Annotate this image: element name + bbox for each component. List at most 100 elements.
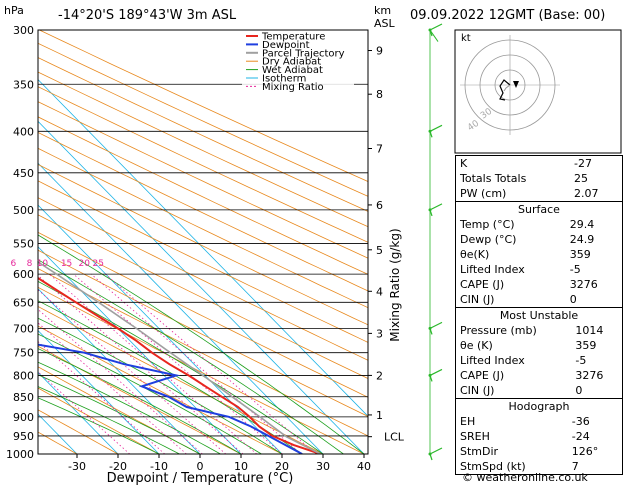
wet-adiabat-line xyxy=(38,333,262,454)
dry-adiabat-line xyxy=(38,57,368,212)
km-tick-label: 4 xyxy=(376,285,383,298)
surface-label: Temp (°C) xyxy=(460,218,515,231)
indices-box: K -27 Totals Totals 25 PW (cm) 2.07 Surface… xyxy=(455,155,623,475)
surface-label: Lifted Index xyxy=(460,263,525,276)
pressure-tick-label: 900 xyxy=(13,411,34,424)
hodo-value: 126° xyxy=(571,445,599,458)
legend-label: Dry Adiabat xyxy=(262,57,321,68)
legend-background xyxy=(242,31,354,91)
hodo-row: StmSpd (kt) 7 xyxy=(456,459,620,474)
mu-value: -5 xyxy=(575,354,587,367)
isotherm-line xyxy=(38,329,160,454)
km-tick-label: 2 xyxy=(376,369,383,382)
wind-barb xyxy=(429,203,443,211)
surface-row: θe(K) 359 xyxy=(456,247,620,262)
hodograph-frame xyxy=(454,29,622,154)
hodo-row: StmDir 126° xyxy=(456,444,620,459)
pressure-tick-label: 950 xyxy=(13,430,34,443)
hodo-row: EH -36 xyxy=(456,414,620,429)
wet-adiabat-line xyxy=(38,374,201,454)
dry-adiabat-line xyxy=(38,101,368,259)
temperature-line xyxy=(38,276,321,454)
wind-barbs xyxy=(428,23,443,461)
dry-adiabat-line xyxy=(38,387,160,454)
pressure-tick-label: 700 xyxy=(13,322,34,335)
mixing-ratio-line xyxy=(38,308,203,454)
x-axis-label: Dewpoint / Temperature (°C) xyxy=(107,471,294,486)
mu-label: θe (K) xyxy=(460,339,493,352)
wind-barb xyxy=(429,23,443,31)
dry-adiabat-line xyxy=(38,409,119,454)
surface-row: CAPE (J) 3276 xyxy=(456,277,620,292)
pressure-tick-label: 850 xyxy=(13,391,34,404)
mu-row: Pressure (mb) 1014 xyxy=(456,323,620,338)
pressure-tick-label: 550 xyxy=(13,237,34,250)
dry-adiabat-line xyxy=(38,42,368,197)
wind-barb xyxy=(429,368,443,376)
hodograph-trace-grey xyxy=(503,84,511,92)
wind-barb xyxy=(429,447,443,455)
index-label: Totals Totals xyxy=(460,172,527,185)
hodo-label: SREH xyxy=(460,430,490,443)
dewpoint-line xyxy=(38,343,303,454)
pressure-tick-label: 450 xyxy=(13,167,34,180)
dry-adiabat-line xyxy=(38,268,368,437)
surface-label: θe(K) xyxy=(460,248,490,261)
x-tick-label: 0 xyxy=(197,460,204,473)
dry-adiabat-line xyxy=(38,86,368,243)
hodo-value: -24 xyxy=(571,430,590,443)
pressure-tick-label: 300 xyxy=(13,24,34,37)
mixing-ratio-label: 8 xyxy=(27,259,33,269)
x-tick-label: -10 xyxy=(150,460,168,473)
index-label: PW (cm) xyxy=(460,187,507,200)
x-tick-label: 30 xyxy=(316,460,330,473)
mu-value: 1014 xyxy=(575,324,604,337)
dry-adiabat-line xyxy=(38,131,368,292)
mixing-ratio-line xyxy=(38,289,227,454)
dry-adiabat-line xyxy=(38,306,324,454)
wet-adiabat-line xyxy=(38,234,365,454)
footer-credit[interactable]: © weatheronline.co.uk xyxy=(462,471,588,484)
mixing-ratio-label: 10 xyxy=(37,259,49,269)
surface-label: CAPE (J) xyxy=(460,278,505,291)
datetime-header: 09.09.2022 12GMT (Base: 00) xyxy=(410,8,606,23)
storm-motion-marker xyxy=(513,81,519,88)
wet-adiabat-line xyxy=(38,348,242,454)
surface-label: Dewp (°C) xyxy=(460,233,517,246)
index-label: K xyxy=(460,157,468,170)
km-tick-label: 3 xyxy=(376,327,383,340)
legend-label: Isotherm xyxy=(262,74,306,85)
isotherm-line xyxy=(38,371,119,454)
pressure-tick-label: 750 xyxy=(13,347,34,360)
most-unstable-table: Pressure (mb) 1014 θe (K) 359 Lifted Index… xyxy=(456,323,620,398)
surface-title: Surface xyxy=(518,203,560,216)
index-row: K -27 xyxy=(456,156,620,171)
mixing-ratio-label: 25 xyxy=(93,259,104,269)
x-tick-label: 40 xyxy=(357,460,371,473)
hodo-value: 7 xyxy=(571,460,579,473)
pressure-tick-label: 400 xyxy=(13,125,34,138)
mu-label: CIN (J) xyxy=(460,384,495,397)
dry-adiabat-line xyxy=(38,71,368,228)
surface-value: 29.4 xyxy=(569,218,595,231)
surface-table: Temp (°C) 29.4 Dewp (°C) 24.9 θe(K) 359 Lif… xyxy=(456,217,620,307)
hodograph-unit-label: kt xyxy=(461,33,471,44)
km-tick-label: 8 xyxy=(376,88,383,101)
mixing-ratio-axis-label: Mixing Ratio (g/kg) xyxy=(388,228,402,341)
km-tick-label: LCL xyxy=(384,431,405,444)
wind-barb xyxy=(429,124,443,132)
dry-adiabat-line xyxy=(38,345,242,454)
mixing-ratio-label: 20 xyxy=(79,259,91,269)
legend-label: Mixing Ratio xyxy=(262,82,324,93)
x-tick-label: -30 xyxy=(68,460,86,473)
x-tick-label: -20 xyxy=(109,460,127,473)
index-row: PW (cm) 2.07 xyxy=(456,186,620,201)
x-tick-label: 20 xyxy=(275,460,289,473)
surface-value: -5 xyxy=(569,263,581,276)
mixing-ratio-line xyxy=(38,340,166,454)
indices-table: K -27 Totals Totals 25 PW (cm) 2.07 xyxy=(456,156,620,201)
mixing-ratio-label: 15 xyxy=(61,259,72,269)
mu-label: Lifted Index xyxy=(460,354,525,367)
x-tick-label: 10 xyxy=(234,460,248,473)
